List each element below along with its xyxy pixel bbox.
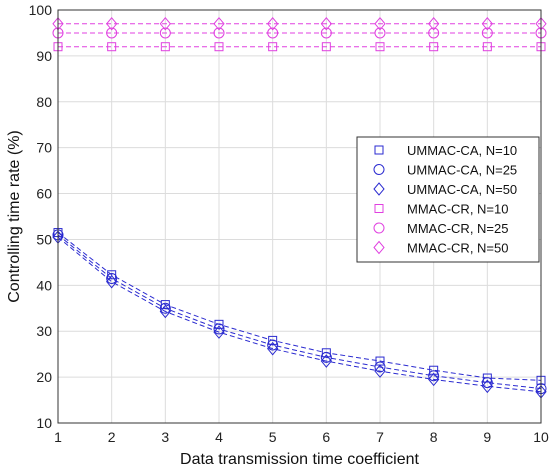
marker-circle	[374, 361, 386, 373]
marker-diamond	[320, 16, 332, 31]
marker-circle	[213, 323, 225, 335]
marker-square	[482, 373, 492, 383]
x-tick-label: 2	[108, 429, 116, 445]
series-mmac-cr-n-10	[53, 42, 546, 52]
y-tick-label: 60	[36, 186, 52, 202]
marker-diamond	[374, 364, 386, 378]
legend-label: UMMAC-CA, N=25	[407, 163, 517, 178]
marker-diamond	[428, 16, 440, 31]
marker-diamond	[159, 16, 171, 31]
y-tick-label: 20	[36, 369, 52, 385]
y-tick-label: 80	[36, 94, 52, 110]
marker-square	[321, 348, 331, 358]
y-tick-label: 30	[36, 323, 52, 339]
legend-label: UMMAC-CA, N=10	[407, 143, 517, 158]
series-line	[57, 236, 542, 393]
marker-circle	[267, 27, 279, 39]
legend-entry: UMMAC-CA, N=50	[373, 182, 517, 197]
series-mmac-cr-n-50	[52, 16, 547, 31]
x-tick-label: 7	[376, 429, 384, 445]
marker-circle	[106, 27, 118, 39]
y-tick-label: 100	[29, 2, 53, 18]
marker-circle	[159, 27, 171, 39]
legend-label: MMAC-CR, N=50	[407, 241, 509, 256]
marker-diamond	[373, 240, 385, 255]
marker-square	[374, 204, 384, 213]
y-tick-label: 10	[36, 415, 52, 431]
marker-circle	[481, 377, 493, 389]
series-line	[57, 234, 542, 390]
marker-diamond	[159, 304, 171, 319]
marker-circle	[213, 27, 225, 39]
marker-circle	[481, 27, 493, 39]
marker-circle	[159, 302, 171, 314]
legend-label: MMAC-CR, N=25	[407, 221, 509, 236]
x-tick-label: 3	[161, 429, 169, 445]
marker-circle	[267, 339, 279, 351]
marker-circle	[374, 27, 386, 39]
y-tick-label: 50	[36, 231, 52, 247]
legend-label: UMMAC-CA, N=50	[407, 182, 517, 197]
x-tick-label: 6	[322, 429, 330, 445]
legend-entry: MMAC-CR, N=50	[373, 240, 509, 256]
x-tick-label: 10	[533, 429, 549, 445]
marker-square	[374, 145, 384, 155]
x-tick-label: 4	[215, 429, 223, 445]
legend-entry: MMAC-CR, N=25	[373, 221, 509, 236]
marker-diamond	[481, 379, 493, 394]
x-tick-labels: 1 2 3 4 5 6 7 8 9 10	[54, 429, 549, 445]
marker-diamond	[374, 16, 386, 31]
marker-circle	[373, 222, 385, 234]
marker-diamond	[481, 16, 493, 31]
marker-circle	[106, 272, 118, 284]
series-line	[57, 232, 542, 381]
marker-square	[160, 42, 170, 52]
marker-square	[375, 42, 385, 52]
marker-diamond	[267, 16, 279, 31]
x-tick-label: 9	[483, 429, 491, 445]
marker-diamond	[320, 354, 332, 368]
series-mmac-cr-n-25	[52, 27, 547, 39]
legend: UMMAC-CA, N=10 UMMAC-CA, N=25 UMMAC-CA, N=…	[356, 136, 540, 263]
x-tick-label: 8	[430, 429, 438, 445]
marker-square	[429, 365, 439, 375]
marker-diamond	[267, 341, 279, 356]
x-axis-label: Data transmission time coefficient	[180, 451, 419, 468]
marker-circle	[373, 164, 385, 175]
y-tick-label: 40	[36, 277, 52, 293]
legend-entry: UMMAC-CA, N=10	[374, 143, 517, 158]
marker-square	[268, 335, 278, 345]
marker-diamond	[213, 16, 225, 31]
marker-diamond	[106, 274, 118, 289]
marker-diamond	[106, 16, 118, 31]
marker-circle	[428, 27, 440, 39]
marker-diamond	[373, 182, 385, 196]
legend-entry: UMMAC-CA, N=25	[373, 163, 517, 178]
marker-square	[214, 42, 224, 52]
marker-diamond	[213, 325, 225, 339]
series-ummac-ca-n-25	[52, 229, 547, 395]
x-tick-label: 5	[269, 429, 277, 445]
marker-diamond	[428, 372, 440, 387]
plot-frame	[57, 9, 542, 424]
y-tick-label: 70	[36, 140, 52, 156]
marker-square	[107, 42, 117, 52]
marker-square	[429, 42, 439, 52]
marker-square	[268, 42, 278, 52]
y-tick-label: 90	[36, 48, 52, 64]
y-tick-labels: 10 20 30 40 50 60 70 80 90 100	[29, 2, 53, 431]
marker-circle	[428, 370, 440, 382]
marker-square	[214, 319, 224, 329]
y-axis-label: Controlling time rate (%)	[6, 130, 23, 303]
x-tick-label: 1	[54, 429, 62, 445]
marker-circle	[320, 27, 332, 39]
legend-box	[356, 136, 540, 263]
legend-entry: MMAC-CR, N=10	[374, 202, 509, 217]
marker-square	[321, 42, 331, 52]
marker-square	[482, 42, 492, 52]
plot-series	[52, 16, 547, 399]
marker-circle	[320, 351, 332, 363]
legend-label: MMAC-CR, N=10	[407, 202, 509, 217]
